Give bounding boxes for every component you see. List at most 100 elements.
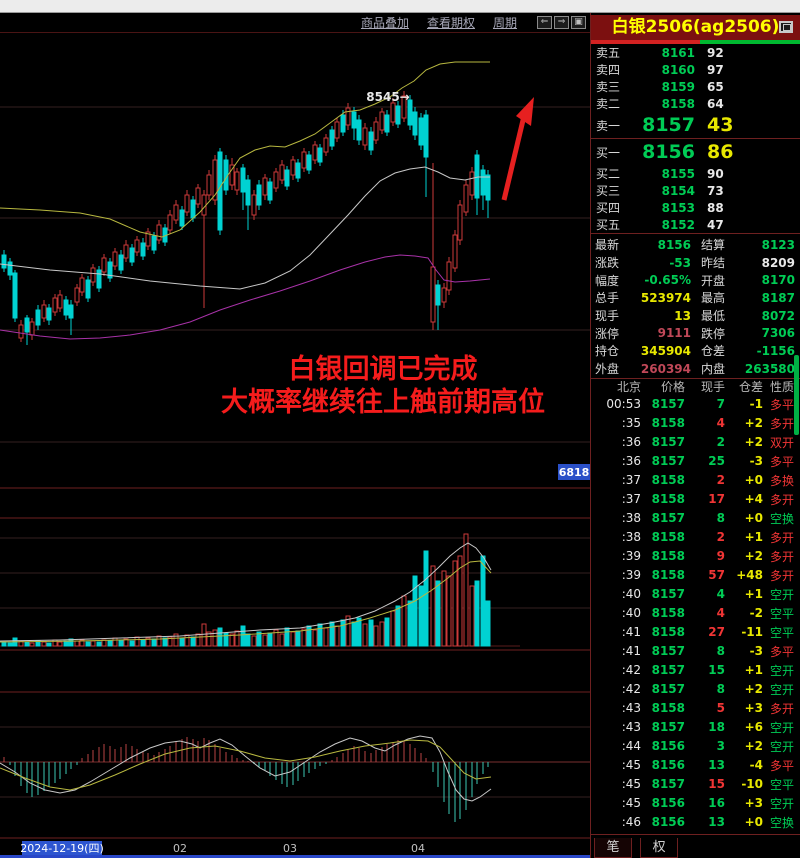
tick-price: 8158 bbox=[651, 625, 685, 639]
menu-period[interactable]: 周期 bbox=[492, 16, 517, 30]
tab-tick[interactable]: 笔 bbox=[594, 838, 632, 858]
tick-oi-change: +3 bbox=[744, 701, 763, 715]
menu-overlay-commodity[interactable]: 商品叠加 bbox=[360, 16, 409, 30]
tick-oi-change: -1 bbox=[749, 397, 763, 411]
book-price: 8153 bbox=[661, 200, 695, 215]
ask-row[interactable]: 卖三 8159 65 bbox=[591, 78, 800, 95]
book-level-label: 买五 bbox=[596, 218, 621, 232]
divider bbox=[591, 138, 800, 139]
tick-nature: 空换 bbox=[770, 815, 795, 830]
stat-value: 9111 bbox=[657, 326, 691, 341]
stat-label: 外盘 bbox=[595, 362, 620, 377]
col-price: 价格 bbox=[660, 380, 685, 394]
stat-label: 持仓 bbox=[595, 344, 620, 359]
book-price: 8158 bbox=[661, 96, 695, 111]
ask-row[interactable]: 卖五 8161 92 bbox=[591, 44, 800, 61]
book-price: 8160 bbox=[661, 62, 695, 77]
prev-arrow-button[interactable]: ⇐ bbox=[537, 16, 552, 29]
tick-nature: 多平 bbox=[770, 758, 795, 773]
book-level-label: 买一 bbox=[596, 145, 621, 160]
book-qty: 64 bbox=[707, 96, 724, 111]
tick-lots: 25 bbox=[708, 454, 725, 468]
tick-nature: 多换 bbox=[770, 473, 795, 488]
tick-nature: 多开 bbox=[770, 416, 795, 431]
tick-oi-change: +1 bbox=[744, 530, 763, 544]
tick-nature: 双开 bbox=[770, 435, 795, 450]
tick-time: :40 bbox=[621, 587, 641, 601]
tick-price: 8158 bbox=[651, 606, 685, 620]
tick-row: :41 8158 27 -11 空平 bbox=[591, 623, 800, 642]
tick-lots: 13 bbox=[708, 815, 725, 829]
tick-row: :40 8157 4 +1 空开 bbox=[591, 585, 800, 604]
tab-options[interactable]: 权 bbox=[640, 838, 679, 858]
tick-price: 8157 bbox=[651, 644, 685, 658]
tick-time: 00:53 bbox=[606, 397, 641, 411]
ask-row[interactable]: 卖二 8158 64 bbox=[591, 95, 800, 112]
volume-bars bbox=[0, 533, 492, 647]
tick-row: :39 8158 9 +2 多开 bbox=[591, 547, 800, 566]
x-axis-ticks: 02 03 04 bbox=[173, 842, 425, 855]
candlestick-chart[interactable]: 8545→ 白银回调已完成 大概率继续往上触前期高位 6818 2024-12-… bbox=[0, 33, 590, 858]
stat-value: 13 bbox=[674, 308, 691, 323]
tick-price: 8156 bbox=[651, 739, 685, 753]
tick-price: 8157 bbox=[651, 777, 685, 791]
tick-time: :45 bbox=[621, 758, 641, 772]
tick-lots: 15 bbox=[708, 777, 725, 791]
tick-price: 8157 bbox=[651, 435, 685, 449]
bid1-row[interactable]: 买一 8156 86 bbox=[591, 139, 800, 165]
tick-nature: 空开 bbox=[770, 720, 795, 735]
tick-nature: 空平 bbox=[770, 777, 795, 792]
tick-price: 8158 bbox=[651, 701, 685, 715]
stat-label: 内盘 bbox=[701, 362, 726, 377]
tick-lots: 2 bbox=[716, 473, 725, 487]
book-qty: 47 bbox=[707, 217, 724, 232]
stat-label: 最新 bbox=[595, 238, 620, 253]
tick-row: :45 8156 16 +3 空开 bbox=[591, 794, 800, 813]
bid-row[interactable]: 买四 8153 88 bbox=[591, 199, 800, 216]
bid-row[interactable]: 买五 8152 47 bbox=[591, 216, 800, 233]
restore-window-icon[interactable] bbox=[779, 21, 793, 33]
stat-label: 涨停 bbox=[595, 326, 620, 341]
tick-price: 8157 bbox=[651, 454, 685, 468]
peak-price-label: 8545→ bbox=[366, 90, 409, 104]
tick-oi-change: -3 bbox=[749, 644, 763, 658]
tick-time: :36 bbox=[621, 435, 641, 449]
next-arrow-button[interactable]: ⇒ bbox=[554, 16, 569, 29]
contract-title: 白银2506(ag2506) bbox=[591, 15, 800, 40]
tick-row: :46 8156 13 +0 空换 bbox=[591, 813, 800, 832]
stat-label: 幅度 bbox=[595, 273, 620, 288]
tick-price: 8157 bbox=[651, 511, 685, 525]
book-level-label: 卖一 bbox=[596, 118, 621, 133]
tick-oi-change: +0 bbox=[744, 473, 763, 487]
date-label[interactable]: 2024-12-19(四) bbox=[20, 842, 104, 855]
tick-nature: 空换 bbox=[770, 511, 795, 526]
tick-row: :39 8158 57 +48 多开 bbox=[591, 566, 800, 585]
stat-value: 8072 bbox=[761, 308, 795, 323]
market-stats: 最新 8156 结算 8123 涨跌 -53 昨结 8209 幅度 -0.65% 开盘 8170 总手 5… bbox=[591, 234, 800, 378]
tick-price: 8158 bbox=[651, 416, 685, 430]
tick-nature: 多开 bbox=[770, 701, 795, 716]
menu-view-options[interactable]: 查看期权 bbox=[426, 16, 475, 30]
tick-oi-change: +2 bbox=[744, 739, 763, 753]
date-label-bg[interactable] bbox=[22, 841, 102, 855]
tick-price: 8157 bbox=[651, 663, 685, 677]
tick-oi-change: -4 bbox=[749, 758, 763, 772]
bid-row[interactable]: 买三 8154 73 bbox=[591, 182, 800, 199]
tick-lots: 2 bbox=[716, 435, 725, 449]
book-qty: 43 bbox=[707, 114, 734, 136]
tick-oi-change: +48 bbox=[736, 568, 763, 582]
ask1-row[interactable]: 卖一 8157 43 bbox=[591, 112, 800, 138]
tick-nature: 空开 bbox=[770, 682, 795, 697]
tick-row: :38 8158 2 +1 多开 bbox=[591, 528, 800, 547]
buy-strength-segment bbox=[699, 40, 800, 44]
annotation-note-line2: 大概率继续往上触前期高位 bbox=[221, 386, 545, 418]
tick-time: :41 bbox=[621, 625, 641, 639]
split-window-button[interactable]: ▣ bbox=[571, 16, 586, 29]
scrollbar-thumb[interactable] bbox=[794, 355, 799, 435]
quote-panel: 白银2506(ag2506) 卖五 8161 92 卖四 8160 97 卖三 8159 65 卖… bbox=[590, 13, 800, 858]
tick-time: :46 bbox=[621, 815, 641, 829]
ask-row[interactable]: 卖四 8160 97 bbox=[591, 61, 800, 78]
tick-lots: 17 bbox=[708, 492, 725, 506]
bid-row[interactable]: 买二 8155 90 bbox=[591, 165, 800, 182]
stat-value: 8123 bbox=[761, 237, 795, 252]
